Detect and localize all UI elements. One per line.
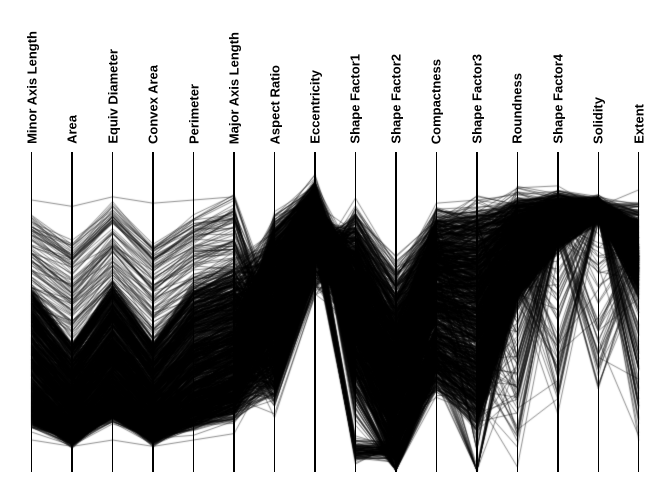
axis-line-0 [31, 152, 33, 472]
axis-line-10 [435, 152, 438, 472]
axis-label: Solidity [590, 97, 606, 144]
axis-line-13 [557, 152, 559, 472]
axis-line-14 [597, 152, 599, 472]
axis-label: Equiv Diameter [105, 49, 121, 144]
axis-line-15 [638, 152, 640, 472]
axis-line-9 [395, 152, 397, 472]
axis-line-8 [354, 152, 357, 472]
axis-label: Shape Factor4 [550, 54, 566, 144]
axis-line-7 [314, 152, 316, 472]
axis-label: Shape Factor1 [347, 54, 363, 144]
axis-label: Major Axis Length [226, 31, 242, 144]
axis-line-6 [273, 152, 276, 472]
axis-label: Shape Factor2 [388, 54, 404, 144]
axis-label: Roundness [509, 73, 525, 144]
axis-label: Extent [631, 104, 647, 144]
axis-line-3 [152, 152, 154, 472]
axis-line-2 [111, 152, 114, 472]
axis-label: Eccentricity [307, 70, 323, 144]
axis-label: Shape Factor3 [469, 54, 485, 144]
axis-label: Area [64, 115, 80, 144]
axis-label: Perimeter [186, 84, 202, 144]
axis-line-1 [71, 152, 73, 472]
axis-line-4 [192, 152, 195, 472]
axis-line-5 [233, 152, 235, 472]
axis-label: Convex Area [145, 65, 161, 144]
axis-line-11 [476, 152, 478, 472]
axis-label: Minor Axis Length [24, 31, 40, 144]
axis-line-12 [516, 152, 519, 472]
axis-label: Compactness [428, 58, 444, 144]
axis-label: Aspect Ratio [267, 64, 283, 144]
